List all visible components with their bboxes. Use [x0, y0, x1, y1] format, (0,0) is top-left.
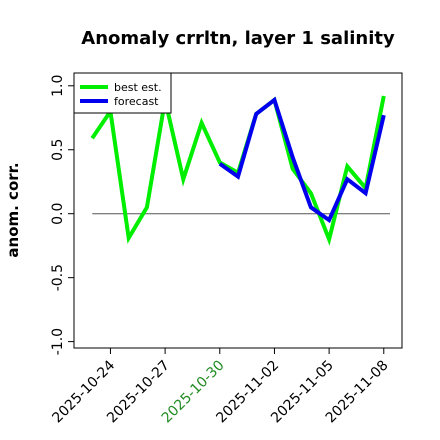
- legend-label-forecast: forecast: [114, 95, 159, 108]
- series-layer: [90, 95, 386, 246]
- legend-label-best-est: best est.: [114, 81, 162, 94]
- series-line-best-est: [90, 95, 386, 246]
- y-axis-label: anom. corr.: [4, 162, 22, 257]
- y-tick-label: -0.5: [50, 264, 66, 291]
- y-tick-label: 0.5: [50, 139, 66, 161]
- legend-box: [73, 72, 172, 114]
- legend: best est. forecast: [73, 72, 172, 114]
- plot-frame: [73, 72, 403, 349]
- y-tick-label: 0.0: [50, 203, 66, 225]
- y-tick-label: -1.0: [50, 328, 66, 355]
- y-tick-label: 1.0: [50, 75, 66, 97]
- y-axis: 1.0 0.5 0.0 -0.5 -1.0: [50, 75, 74, 355]
- x-axis: 2025-10-242025-10-272025-10-302025-11-02…: [49, 348, 392, 426]
- chart-title: Anomaly crrltn, layer 1 salinity: [81, 28, 395, 49]
- series-line-forecast: [218, 96, 386, 224]
